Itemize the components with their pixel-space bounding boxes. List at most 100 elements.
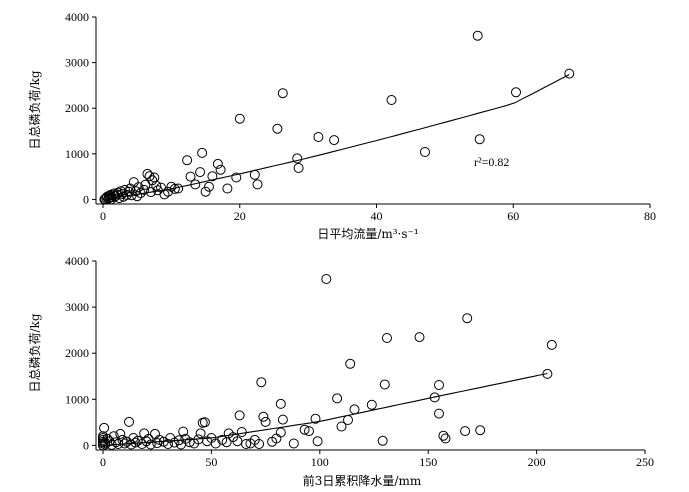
chart-1-data-point: [564, 68, 575, 79]
chart-2-data-point: [379, 379, 390, 390]
chart-2-data-point: [438, 430, 449, 441]
chart-2-data-point: [115, 428, 126, 439]
chart-2-x-tick-label: 150: [419, 455, 437, 469]
chart-2-data-point: [241, 439, 252, 449]
chart-1-data-point: [277, 88, 288, 99]
chart-2-y-tick-label: 4000: [65, 254, 89, 268]
chart-2-data-point: [154, 434, 165, 445]
chart-2-x-tick-label: 250: [636, 455, 654, 469]
chart-2-data-point: [258, 411, 269, 422]
chart-1-y-tick-label: 4000: [65, 10, 89, 24]
chart-2-x-tick-label: 200: [528, 455, 546, 469]
chart-2-data-point: [275, 427, 286, 438]
chart-2-data-point: [440, 433, 451, 444]
chart-2-data-point: [310, 413, 321, 424]
chart-1-data-point: [163, 186, 173, 197]
chart-2-data-point: [210, 438, 221, 449]
chart-1-data-point: [329, 135, 340, 146]
chart-1-data-point: [249, 169, 260, 180]
chart-1-data-point: [151, 180, 162, 191]
chart-2-data-point: [321, 274, 332, 284]
chart-1-data-point: [231, 172, 242, 183]
chart-1-points: [99, 30, 575, 205]
chart-2-data-point: [332, 393, 343, 404]
chart-2-data-point: [108, 431, 119, 442]
chart-1-data-point: [472, 30, 483, 41]
chart-1-fit-curve: [102, 74, 570, 200]
chart-1-data-point: [200, 186, 211, 197]
chart-1-x-tick-label: 20: [234, 209, 246, 223]
chart-1-data-point: [197, 147, 208, 158]
chart-2-data-point: [336, 421, 347, 432]
chart-1-data-point: [272, 123, 283, 134]
chart-1-data-point: [222, 183, 233, 194]
chart-1-x-tick-label: 60: [507, 209, 519, 223]
chart-2-data-point: [150, 428, 160, 439]
chart-2-y-tick-label: 3000: [65, 300, 89, 314]
chart-1-data-point: [145, 187, 156, 198]
chart-1-y-tick-label: 3000: [65, 56, 89, 70]
chart-2-data-point: [236, 427, 247, 437]
chart-1-y-tick-label: 2000: [65, 101, 89, 115]
chart-2-data-point: [349, 404, 360, 415]
chart-2-data-point: [299, 424, 310, 435]
chart-1-data-point: [293, 163, 304, 173]
chart-2-data-point: [288, 438, 299, 449]
chart-2-data-point: [163, 439, 173, 449]
chart-1-r2-annotation: r²=0.82: [474, 155, 509, 169]
chart-1-data-point: [215, 164, 226, 175]
chart-2-y-tick-label: 2000: [65, 346, 89, 360]
chart-1-x-tick-label: 80: [644, 209, 656, 223]
chart-1-data-point: [140, 179, 151, 190]
chart-1-data-point: [212, 158, 223, 169]
chart-2-data-point: [475, 425, 486, 436]
chart-2-data-point: [256, 377, 267, 388]
chart-2-data-point: [462, 313, 473, 324]
chart-2-data-point: [366, 399, 377, 410]
chart-1-y-axis-label: 日总磷负荷/kg: [27, 70, 42, 149]
chart-2-data-point: [275, 398, 286, 409]
chart-2-data-point: [152, 438, 163, 449]
chart-2-data-point: [99, 422, 110, 433]
chart-1-data-point: [292, 153, 303, 164]
chart-2-axes: 0 50 100 150 200 250 0 1000 2000 3000 4000: [65, 254, 654, 469]
chart-2-data-point: [343, 415, 353, 425]
chart-1-data-point: [195, 167, 206, 178]
chart-2-data-point: [382, 333, 392, 343]
chart-1-data-point: [252, 179, 263, 190]
chart-1-flow-vs-load: 0 20 40 60 80 0 1000 2000 3000 4000 r²=0.82 日平均流量…: [27, 10, 656, 241]
chart-2-data-point: [414, 332, 425, 343]
chart-2-x-tick-label: 50: [205, 455, 217, 469]
chart-2-data-point: [184, 437, 195, 448]
chart-2-data-point: [434, 380, 444, 390]
chart-1-x-axis-label: 日平均流量/m³·s⁻¹: [317, 227, 418, 241]
chart-1-data-point: [474, 134, 485, 145]
chart-1-data-point: [386, 95, 397, 105]
chart-1-y-tick-label: 1000: [65, 147, 89, 161]
chart-2-points: [98, 274, 557, 451]
chart-1-axes: 0 20 40 60 80 0 1000 2000 3000 4000: [65, 10, 656, 223]
chart-1-data-point: [207, 171, 218, 182]
chart-2-data-point: [143, 433, 154, 444]
chart-1-x-tick-label: 0: [100, 209, 106, 223]
chart-1-data-point: [182, 155, 193, 166]
chart-2-data-point: [260, 416, 271, 427]
chart-2-data-point: [345, 358, 356, 369]
chart-1-data-point: [139, 184, 149, 195]
chart-1-data-point: [204, 181, 214, 192]
chart-2-x-tick-label: 100: [311, 455, 329, 469]
chart-1-data-point: [166, 181, 177, 192]
chart-2-data-point: [434, 408, 444, 419]
chart-2-data-point: [277, 414, 288, 425]
chart-2-data-point: [460, 426, 471, 437]
chart-2-data-point: [199, 417, 210, 428]
chart-2-y-tick-label: 0: [83, 438, 89, 452]
chart-2-data-point: [377, 435, 388, 446]
chart-1-data-point: [420, 147, 430, 157]
chart-2-data-point: [234, 410, 245, 421]
chart-2-data-point: [178, 426, 189, 437]
chart-2-data-point: [254, 439, 265, 449]
chart-2-data-point: [124, 416, 134, 427]
chart-2-data-point: [195, 428, 206, 439]
